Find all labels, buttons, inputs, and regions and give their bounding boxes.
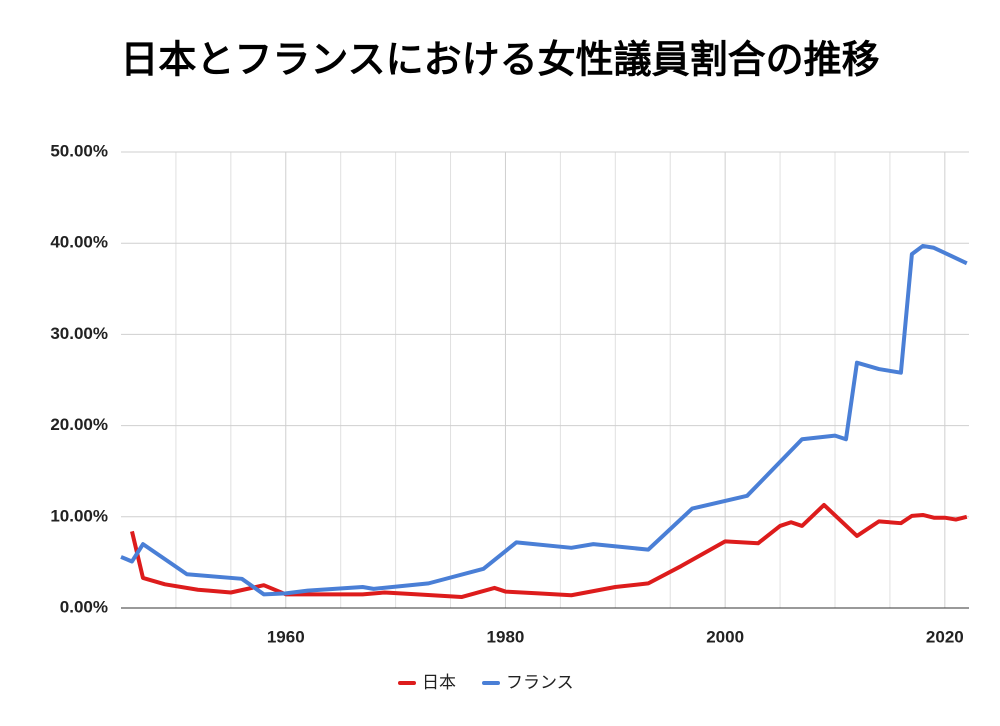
x-tick-label: 2020 <box>926 627 964 646</box>
legend-label: 日本 <box>422 673 456 693</box>
y-tick-label: 20.00% <box>50 415 108 434</box>
legend-label: フランス <box>506 673 574 693</box>
series-line <box>120 243 968 597</box>
y-tick-label: 40.00% <box>50 233 108 252</box>
x-tick-label: 1980 <box>487 627 525 646</box>
y-tick-label: 50.00% <box>50 141 108 160</box>
y-tick-label: 0.00% <box>60 597 108 616</box>
series-line <box>130 502 968 600</box>
x-tick-label: 2000 <box>706 627 744 646</box>
y-tick-label: 10.00% <box>50 506 108 525</box>
x-tick-label: 1960 <box>267 627 305 646</box>
y-tick-label: 30.00% <box>50 324 108 343</box>
chart-title: 日本とフランスにおける女性議員割合の推移 <box>120 38 879 82</box>
